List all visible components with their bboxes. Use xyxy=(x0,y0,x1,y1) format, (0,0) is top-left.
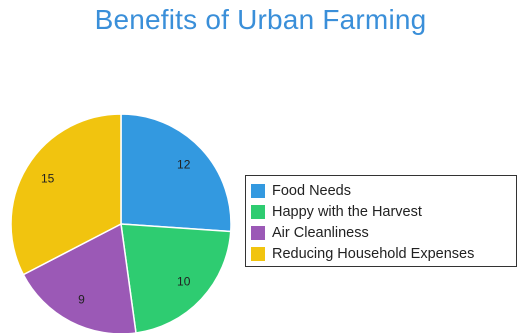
legend-swatch xyxy=(251,183,265,198)
pie-slice xyxy=(22,222,137,333)
legend-swatch xyxy=(251,225,265,240)
pie-slice-labels: 12 10 9 15 xyxy=(41,158,191,307)
legend-label: Food Needs xyxy=(272,182,351,199)
legend-item: Happy with the Harvest xyxy=(251,201,516,222)
legend-item: Air Cleanliness xyxy=(251,222,516,243)
pie-slice-label: 12 xyxy=(177,158,191,172)
legend-label: Happy with the Harvest xyxy=(272,203,422,220)
chart-legend: Food Needs Happy with the Harvest Air Cl… xyxy=(245,175,517,267)
pie-slice xyxy=(120,223,232,333)
pie-slices xyxy=(10,113,232,333)
pie-slice xyxy=(10,113,122,276)
legend-item: Reducing Household Expenses xyxy=(251,243,516,264)
pie-slice xyxy=(120,113,232,233)
pie-slice-label: 15 xyxy=(41,172,55,186)
legend-label: Reducing Household Expenses xyxy=(272,245,475,262)
legend-item: Food Needs xyxy=(251,180,516,201)
pie-slice-label: 10 xyxy=(177,275,191,289)
pie-slice-label: 9 xyxy=(78,292,85,306)
chart-title: Benefits of Urban Farming xyxy=(94,4,427,35)
legend-swatch xyxy=(251,246,265,261)
legend-swatch xyxy=(251,204,265,219)
legend-label: Air Cleanliness xyxy=(272,224,369,241)
